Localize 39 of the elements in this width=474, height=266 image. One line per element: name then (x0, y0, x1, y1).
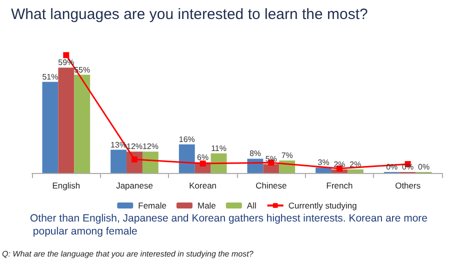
data-label: 16% (178, 134, 195, 144)
data-label: 5% (265, 154, 277, 164)
bar (74, 74, 90, 173)
bar (142, 152, 158, 173)
data-label: 12% (142, 142, 158, 152)
bar (110, 150, 127, 173)
bar (210, 153, 227, 173)
data-label: 12% (126, 142, 143, 152)
bar (58, 68, 74, 173)
x-tick-label: Japanese (116, 180, 154, 190)
x-tick-label: English (52, 180, 80, 190)
text: Q: What are the language that you are interested in studying the most? (2, 250, 254, 258)
data-label: 3% (318, 158, 330, 168)
text: Other than English, Japanese and Korean gathers highest interests. Korean are more popular among female (30, 212, 428, 238)
x-tick-label: Others (395, 180, 421, 190)
legend-label: All (246, 200, 256, 210)
legend-label: Currently studying (288, 200, 358, 210)
data-label: 0% (402, 162, 414, 172)
data-label: 6% (197, 152, 209, 162)
legend-label: Female (138, 200, 167, 210)
bar (263, 164, 280, 173)
data-label: 11% (211, 144, 226, 153)
bar (178, 144, 195, 173)
point (63, 52, 70, 58)
point (200, 160, 206, 167)
x-tick-label: Chinese (256, 180, 288, 190)
legend-label: Male (197, 200, 216, 210)
chart-title: What languages are you interested to learn the most? (11, 6, 368, 23)
data-label: 51% (42, 72, 58, 82)
x-tick-label: French (326, 180, 353, 190)
data-label: 2% (334, 160, 346, 169)
bar (347, 169, 364, 173)
data-label: 0% (418, 162, 430, 172)
data-label: 2% (350, 160, 362, 169)
data-label: 7% (281, 151, 293, 160)
data-label: 8% (249, 149, 262, 158)
bar (316, 168, 332, 173)
x-tick-label: Korean (189, 180, 217, 190)
bar (42, 82, 58, 173)
